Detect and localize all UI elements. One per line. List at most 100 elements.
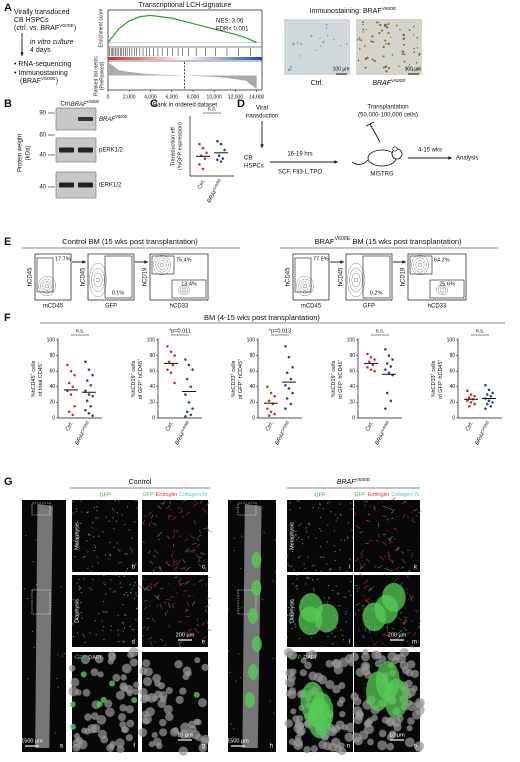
text-part: V600E (355, 477, 370, 483)
data-point (221, 157, 225, 160)
text-part: of GFP (338, 381, 344, 399)
gfp-cell (335, 520, 337, 522)
axis-title: GFP (363, 304, 375, 310)
gfp-cell (290, 565, 292, 567)
y-tick-label: 80 (149, 353, 155, 359)
annotation: n.s. (76, 328, 85, 334)
axis-title: %hCD19+ cells (130, 360, 137, 397)
text-part: cells (31, 360, 37, 373)
contour (95, 277, 101, 283)
vessel (412, 517, 414, 522)
gfp-cell (111, 507, 113, 510)
y-tick-label: 20 (149, 400, 155, 406)
nucleus (90, 712, 99, 720)
data-point (216, 139, 219, 143)
gfp-cell (97, 562, 99, 564)
gfp-cell (87, 511, 89, 513)
gfp-cell (306, 531, 308, 533)
nucleus (283, 647, 294, 658)
axis-title: %hCD33+ cells (430, 360, 437, 397)
axis-title: hCD45 (81, 267, 87, 286)
text-part: + (137, 358, 141, 361)
cell (289, 65, 292, 68)
category-label: Ctrl. (65, 420, 75, 432)
vessel (415, 514, 417, 517)
nucleus (285, 690, 292, 697)
data-point (384, 407, 387, 410)
gfp-cell (297, 557, 300, 559)
vessel (198, 579, 204, 583)
gfp-cell (44, 632, 46, 634)
gfp-cell (96, 505, 98, 508)
arrow-head (260, 144, 264, 148)
nucleus (140, 695, 149, 704)
scale-label: 10 µm (389, 732, 405, 738)
text-part: BRAF (71, 102, 87, 108)
y-tick-label: 0 (352, 415, 355, 421)
text-part: hCD45 (338, 361, 344, 380)
text-part: BRAF (475, 430, 488, 446)
contour (153, 254, 171, 275)
vessel (172, 602, 175, 605)
gfp-cell (101, 620, 103, 622)
text-part: cells (331, 360, 337, 373)
vessel (151, 617, 155, 622)
nucleus (332, 684, 341, 694)
gfp-cell (296, 585, 298, 587)
gfp-cell (293, 599, 295, 601)
micrograph (354, 500, 420, 572)
arrow-head (448, 156, 452, 160)
cell (363, 44, 366, 47)
gfp-cell (89, 534, 91, 536)
gfp-cell (315, 537, 317, 539)
marker-label: 40 (39, 153, 46, 159)
gfp-cell (87, 534, 89, 536)
zoom-box (31, 589, 51, 615)
gfp-cell (239, 676, 241, 679)
gfp-cell (352, 537, 354, 539)
nucleus (87, 724, 97, 734)
contour (411, 254, 429, 275)
nucleus (96, 714, 107, 725)
vessel (364, 500, 368, 503)
nucleus (378, 729, 387, 738)
vessel (188, 594, 191, 598)
nucleus (90, 668, 99, 677)
data-point (489, 405, 493, 408)
vessel (185, 566, 191, 571)
nucleus (325, 679, 335, 690)
gfp-cell (134, 521, 136, 523)
vessel (156, 604, 159, 607)
vessel (186, 511, 191, 515)
gfp-cell (98, 613, 100, 615)
vessel (410, 645, 413, 648)
gfp-cell (86, 512, 88, 514)
text-part: BM (15 wks post transplantation) (350, 237, 462, 246)
gfp-cell (129, 547, 131, 549)
contour (38, 276, 56, 297)
nucleus (133, 681, 140, 688)
data-point (266, 385, 269, 389)
nucleus (194, 718, 202, 726)
label: Ctrl. (311, 80, 324, 87)
gfp-cell (330, 568, 332, 570)
y-tick-label: 80 (249, 353, 255, 359)
channel-label: GFP Endoglin Collagen IV (354, 492, 420, 498)
cell (402, 33, 405, 37)
gfp-cell (298, 499, 300, 501)
data-point (287, 387, 291, 390)
vessel (381, 643, 384, 645)
vessel (406, 592, 408, 594)
data-point (87, 393, 91, 396)
gate-value: 64.2% (434, 257, 450, 263)
vessel (142, 519, 146, 525)
data-point (91, 394, 94, 398)
gfp-cell (238, 653, 240, 655)
text-part: cells (431, 360, 437, 373)
text-part: (ctrl. vs. BRAF (14, 25, 59, 32)
data-point (267, 399, 271, 403)
vessel (393, 538, 396, 540)
vessel (200, 552, 205, 555)
nucleus (331, 659, 341, 669)
vessel (194, 628, 200, 634)
